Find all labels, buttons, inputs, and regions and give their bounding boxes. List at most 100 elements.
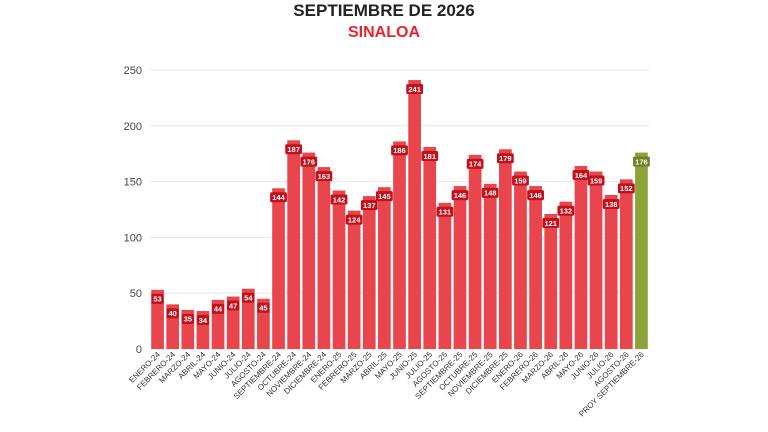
data-label-bg [512, 175, 529, 186]
data-label: 47 [229, 301, 237, 310]
bar [453, 186, 467, 349]
data-label: 174 [469, 160, 482, 169]
bar [362, 196, 376, 349]
bar [468, 154, 482, 349]
bar [317, 167, 331, 349]
data-label-bg [391, 145, 408, 156]
chart-subtitle: SINALOA [348, 24, 420, 41]
data-label-bg [421, 151, 439, 162]
data-label: 34 [199, 316, 208, 325]
y-tick-label: 150 [124, 177, 142, 189]
data-label-bg [496, 153, 514, 164]
bar [302, 152, 316, 349]
bar [241, 288, 255, 349]
data-label: 35 [184, 315, 192, 324]
bar [635, 152, 648, 349]
data-label-bg [151, 293, 164, 304]
data-label: 137 [363, 201, 376, 210]
bar [604, 194, 618, 349]
data-label: 40 [169, 309, 177, 318]
data-label-bg [617, 183, 635, 194]
data-label: 164 [575, 171, 588, 180]
data-label-bg [270, 192, 287, 203]
y-tick-label: 100 [124, 232, 142, 244]
data-label-bg [285, 144, 303, 155]
data-label: 131 [439, 208, 452, 217]
bar [287, 140, 301, 349]
data-label-bg [633, 156, 650, 167]
y-tick-label: 50 [130, 288, 142, 300]
data-label-bg [466, 158, 484, 169]
bar [483, 183, 497, 349]
data-label: 159 [514, 176, 527, 185]
data-label-bg [406, 84, 424, 95]
data-label: 187 [287, 145, 300, 154]
bar [423, 147, 437, 349]
data-label-bg [211, 303, 225, 314]
bar [332, 190, 346, 349]
data-label-bg [542, 217, 560, 228]
bar [574, 165, 588, 349]
chart-title: SEPTIEMBRE DE 2026 [293, 1, 475, 20]
data-label-bg [330, 194, 348, 205]
data-label: 132 [560, 206, 573, 215]
data-label: 146 [529, 191, 542, 200]
data-label: 53 [153, 295, 161, 304]
bar [393, 141, 406, 349]
bar [378, 187, 391, 349]
data-label: 144 [272, 193, 285, 202]
data-label: 44 [214, 305, 223, 314]
data-label: 241 [408, 85, 421, 94]
data-label: 138 [605, 200, 618, 209]
data-label-bg [227, 300, 240, 311]
bar [498, 149, 512, 349]
data-label: 121 [544, 219, 557, 228]
data-label: 176 [303, 157, 316, 166]
data-label-bg [587, 175, 605, 186]
data-label-bg [602, 198, 620, 209]
data-label-bg [166, 308, 179, 319]
data-label-bg [375, 191, 393, 202]
bar [514, 171, 527, 349]
data-label: 45 [259, 304, 267, 313]
bar [589, 171, 603, 349]
data-label: 124 [348, 215, 361, 224]
data-label-bg [181, 313, 194, 324]
data-label: 148 [484, 189, 497, 198]
bar [559, 201, 573, 349]
bar [529, 186, 542, 349]
data-label-bg [360, 200, 378, 211]
bar [151, 289, 164, 349]
data-label: 152 [620, 184, 633, 193]
bar [408, 80, 421, 349]
bar [544, 213, 558, 349]
data-label-bg [557, 205, 575, 216]
data-label: 176 [635, 157, 648, 166]
y-tick-label: 250 [124, 65, 142, 77]
data-label: 146 [454, 191, 467, 200]
data-label-bg [527, 190, 544, 201]
data-label-bg [572, 169, 590, 180]
data-label: 163 [318, 172, 331, 181]
data-label: 142 [333, 195, 346, 204]
data-label-bg [345, 214, 363, 225]
data-label: 179 [499, 154, 512, 163]
data-label-bg [196, 315, 210, 326]
data-label: 181 [423, 152, 436, 161]
bar [619, 179, 633, 349]
data-label-bg [481, 187, 499, 198]
data-label-bg [451, 190, 469, 201]
y-tick-label: 200 [124, 121, 142, 133]
data-label: 145 [378, 192, 391, 201]
data-label-bg [315, 171, 333, 182]
data-label-bg [257, 302, 270, 313]
data-label-bg [436, 206, 454, 217]
data-label: 54 [244, 294, 253, 303]
bar [347, 210, 361, 349]
bar [438, 202, 452, 349]
y-tick-label: 0 [136, 344, 142, 356]
data-label: 186 [393, 146, 406, 155]
bar [272, 188, 285, 349]
data-label-bg [242, 292, 255, 303]
